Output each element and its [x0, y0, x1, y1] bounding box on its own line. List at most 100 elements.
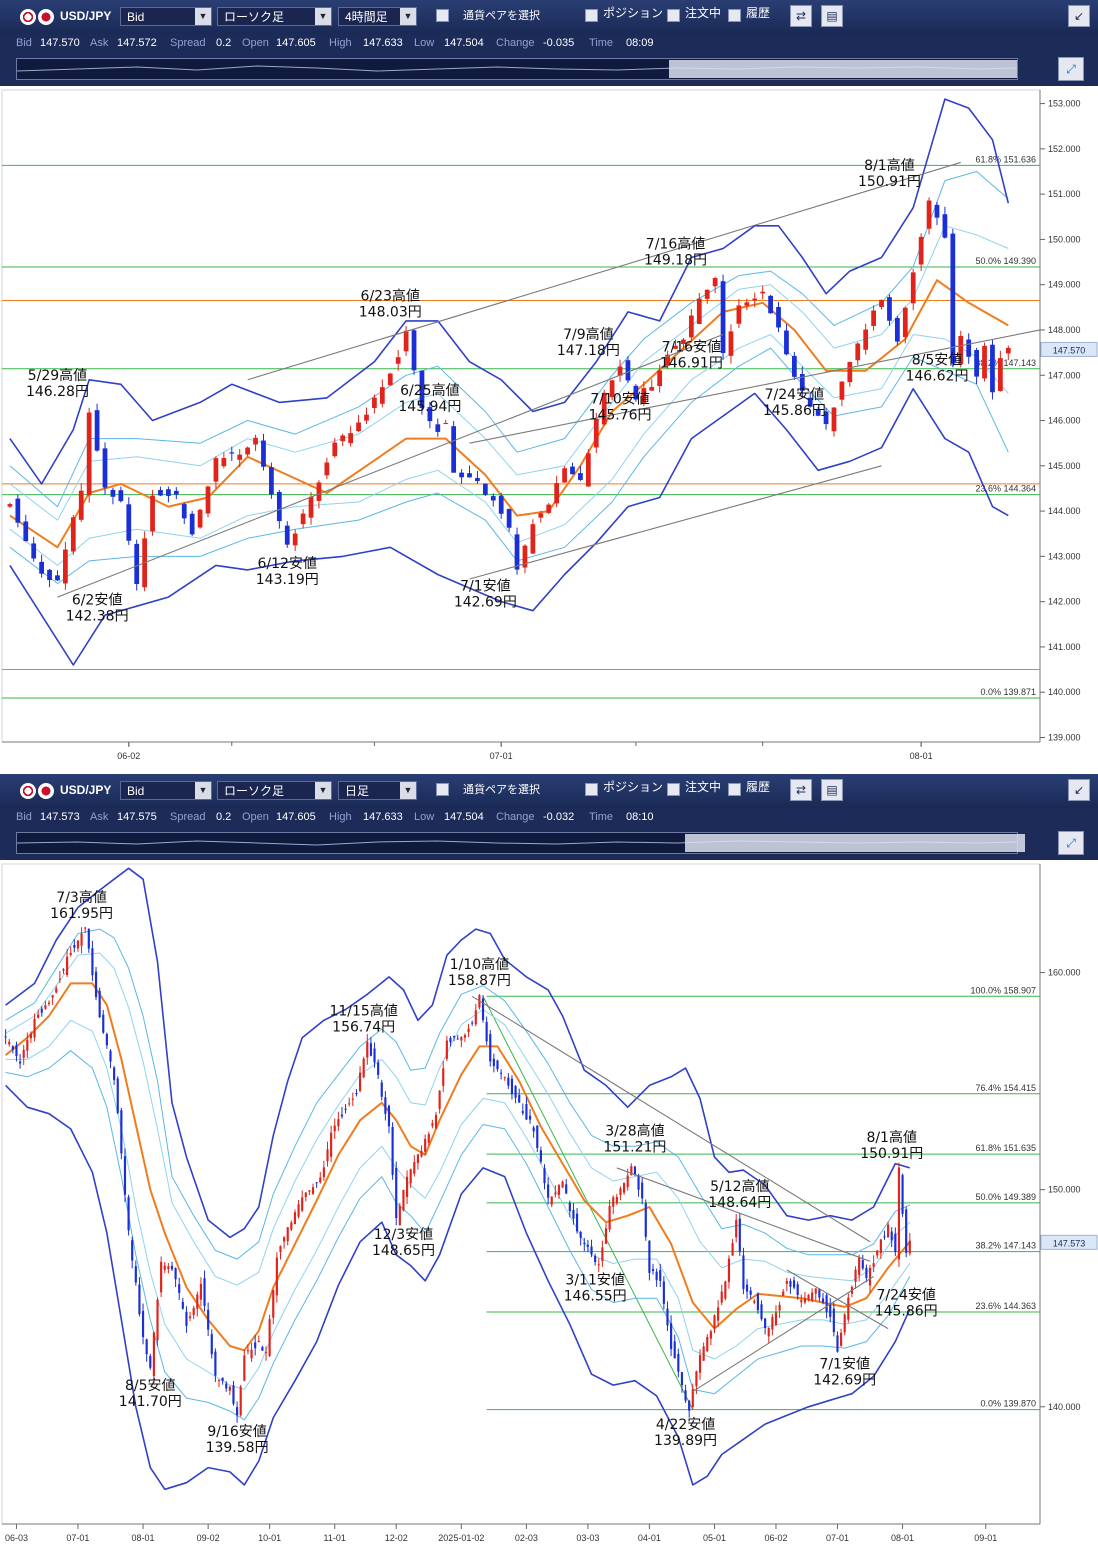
select-pair-checkbox[interactable]: [436, 9, 449, 22]
candle-body: [704, 289, 710, 299]
navigator-window[interactable]: [669, 60, 1017, 78]
annotation-price: 139.89円: [654, 1433, 717, 1449]
candle-body: [568, 1202, 571, 1212]
select-pair-checkbox[interactable]: [436, 783, 449, 796]
annotation-title: 6/23高値: [361, 288, 420, 305]
candle-body: [207, 1309, 210, 1330]
candle-body: [236, 1407, 239, 1416]
candle-body: [73, 944, 76, 948]
price-chart-daily[interactable]: 140.000 150.000 160.000 06-03 07-01 08-01 09-0…: [0, 860, 1098, 1560]
pair-label[interactable]: USD/JPY: [60, 783, 112, 797]
candle-body: [377, 1062, 380, 1075]
position-checkbox[interactable]: [585, 9, 598, 22]
y-tick-label: 142.000: [1048, 597, 1081, 607]
candle-body: [261, 1347, 264, 1351]
candle-body: [15, 498, 21, 523]
candle-body: [463, 1035, 467, 1038]
candle-body: [879, 1239, 882, 1254]
candle-body: [720, 281, 726, 354]
price-type-select[interactable]: Bid ▼: [120, 781, 212, 800]
candle-body: [720, 1291, 723, 1303]
candle-body: [829, 1304, 832, 1317]
zoom-icon[interactable]: ⤢: [1058, 57, 1084, 81]
orders-checkbox[interactable]: [667, 9, 680, 22]
y-tick-label: 141.000: [1048, 642, 1081, 652]
trend-line: [786, 1269, 889, 1330]
history-checkbox[interactable]: [728, 783, 741, 796]
candle-body: [609, 380, 615, 398]
position-checkbox[interactable]: [585, 783, 598, 796]
layout-icon[interactable]: ▤: [821, 5, 843, 27]
level-label: 0.0% 139.871: [980, 687, 1036, 697]
candle-body: [474, 1010, 477, 1025]
candle-body: [578, 473, 583, 480]
annotation-price: 146.55円: [564, 1289, 627, 1305]
zoom-icon[interactable]: ⤢: [1058, 831, 1084, 855]
pair-label[interactable]: USD/JPY: [60, 9, 112, 23]
spread-label: Spread: [170, 811, 206, 823]
candle-body: [673, 345, 678, 349]
candle-body: [659, 1270, 662, 1281]
timeframe-select[interactable]: 4時間足 ▼: [338, 7, 417, 26]
candle-body: [4, 1036, 7, 1038]
navigator-window[interactable]: [685, 834, 1025, 852]
candle-body: [181, 1301, 184, 1309]
candle-body: [688, 1400, 691, 1411]
x-tick-label: 06-02: [764, 1533, 787, 1543]
navigator-strip[interactable]: [16, 58, 1018, 80]
chart-type-select[interactable]: ローソク足 ▼: [217, 781, 332, 800]
candle-body: [894, 1233, 897, 1253]
collapse-icon[interactable]: ↙: [1068, 779, 1090, 801]
candle-body: [698, 1355, 702, 1373]
candle-body: [217, 1380, 221, 1382]
candle-body: [590, 1246, 593, 1255]
collapse-icon[interactable]: ↙: [1068, 5, 1090, 27]
history-checkbox[interactable]: [728, 9, 741, 22]
candle-body: [855, 343, 861, 361]
trend-line: [247, 161, 961, 381]
layout-icon[interactable]: ▤: [821, 779, 843, 801]
timeframe-select[interactable]: 日足 ▼: [338, 781, 417, 800]
candle-body: [926, 200, 932, 229]
chart-type-select[interactable]: ローソク足 ▼: [217, 7, 332, 26]
candle-body: [1005, 347, 1011, 354]
annotation-price: 156.74円: [332, 1019, 395, 1035]
candle-body: [279, 1245, 282, 1252]
candle-body: [158, 489, 163, 496]
candle-body: [63, 549, 68, 584]
candle-body: [37, 1014, 40, 1018]
candle-body: [760, 291, 766, 294]
candle-body: [727, 1258, 731, 1283]
navigator-strip[interactable]: [16, 832, 1025, 854]
chart-settings-icon[interactable]: ⇄: [790, 5, 812, 27]
candle-body: [340, 1114, 344, 1117]
annotation-title: 9/16安値: [207, 1424, 266, 1440]
candle-body: [974, 349, 979, 377]
candle-body: [166, 489, 171, 496]
candle-body: [570, 466, 575, 475]
candle-body: [905, 1209, 908, 1253]
bid-label: Bid: [16, 811, 32, 823]
candle-body: [547, 1184, 550, 1198]
price-chart-4h[interactable]: 139.000 140.000 141.000 142.000 143.000 144.0…: [0, 86, 1098, 772]
candle-body: [384, 1097, 387, 1114]
candle-body: [275, 1257, 278, 1296]
orders-checkbox[interactable]: [667, 783, 680, 796]
price-type-select[interactable]: Bid ▼: [120, 7, 212, 26]
candle-body: [55, 575, 60, 581]
chart-settings-icon[interactable]: ⇄: [790, 779, 812, 801]
candle-body: [402, 1190, 405, 1211]
candle-body: [127, 1197, 130, 1231]
candle-body: [712, 277, 718, 287]
select-pair-label[interactable]: 通貨ペアを選択: [463, 10, 540, 22]
y-tick-label: 143.000: [1048, 551, 1081, 561]
candle-body: [791, 355, 797, 377]
candle-body: [554, 1192, 557, 1195]
candle-body: [58, 978, 61, 980]
annotation-title: 5/29高値: [28, 367, 87, 384]
candle-body: [562, 468, 567, 483]
candle-body: [163, 1265, 166, 1270]
select-pair-label[interactable]: 通貨ペアを選択: [463, 784, 540, 796]
annotation-title: 8/1高値: [864, 157, 915, 174]
candle-body: [337, 1119, 340, 1127]
